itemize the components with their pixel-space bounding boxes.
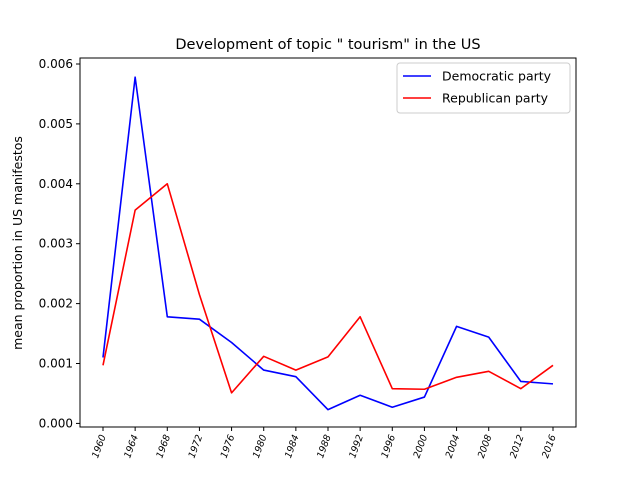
y-tick-label-4: 0.004 (39, 177, 73, 191)
x-tick-label-7: 1988 (315, 433, 334, 459)
x-tick-label-11: 2004 (444, 433, 463, 459)
series-line-republican-party (102, 183, 554, 394)
x-tick-label-8: 1992 (347, 433, 366, 459)
y-tick-label-6: 0.006 (39, 57, 73, 71)
x-tick-label-3: 1972 (187, 433, 206, 459)
x-tick-label-5: 1980 (251, 433, 270, 459)
x-tick-label-4: 1976 (219, 433, 238, 459)
y-tick-label-2: 0.002 (39, 297, 73, 311)
y-axis: 0.000 0.001 0.002 0.003 0.004 0.005 0.006 (39, 57, 80, 430)
y-tick-label-3: 0.003 (39, 237, 73, 251)
x-axis: 1960 1964 1968 1972 1976 1980 1984 1988 1992 1996… (90, 427, 559, 460)
x-tick-label-2: 1968 (154, 433, 173, 459)
x-tick-label-10: 2000 (412, 433, 431, 459)
series-layer (102, 76, 554, 411)
x-tick-label-13: 2012 (508, 433, 527, 459)
y-tick-label-1: 0.001 (39, 357, 73, 371)
series-line-democratic-party (102, 76, 554, 411)
x-tick-label-6: 1984 (283, 433, 302, 459)
x-tick-label-9: 1996 (379, 433, 398, 459)
y-axis-label: mean proportion in US manifestos (10, 136, 25, 350)
legend-box (396, 62, 571, 114)
x-tick-label-12: 2008 (476, 433, 495, 459)
chart-title: Development of topic " tourism" in the U… (175, 37, 480, 53)
x-tick-label-0: 1960 (90, 433, 109, 459)
legend-label-1: Republican party (442, 91, 549, 106)
y-tick-label-0: 0.000 (39, 416, 73, 430)
y-tick-label-5: 0.005 (39, 117, 73, 131)
x-tick-label-14: 2016 (540, 433, 559, 459)
legend-label-0: Democratic party (442, 69, 552, 84)
x-tick-label-1: 1964 (122, 433, 141, 459)
legend: Democratic party Republican party (396, 62, 571, 114)
